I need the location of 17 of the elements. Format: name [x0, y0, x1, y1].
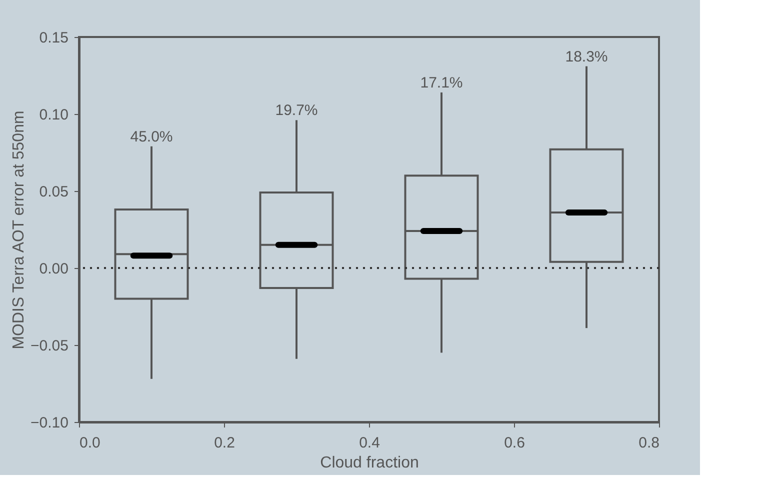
x-axis-title: Cloud fraction — [320, 454, 419, 472]
x-tick-label: 0.0 — [80, 434, 100, 452]
y-tick-label: 0.00 — [39, 260, 68, 278]
x-tick-label: 0.6 — [504, 434, 525, 452]
x-tick-label: 0.2 — [214, 434, 235, 452]
annotation: 18.3% — [565, 48, 608, 66]
y-tick-label: 0.15 — [39, 30, 68, 46]
y-tick-label: 0.10 — [39, 106, 68, 124]
y-tick-label: −0.05 — [30, 338, 68, 354]
annotation: 19.7% — [275, 102, 318, 120]
y-tick-label: −0.10 — [30, 414, 68, 432]
annotation: 17.1% — [420, 74, 463, 92]
x-tick-label: 0.8 — [638, 434, 660, 452]
x-tick-label: 0.4 — [359, 434, 380, 452]
y-tick-label: 0.05 — [39, 184, 68, 200]
y-axis-title: MODIS Terra AOT error at 550nm — [10, 110, 28, 350]
annotation: 45.0% — [130, 128, 173, 146]
